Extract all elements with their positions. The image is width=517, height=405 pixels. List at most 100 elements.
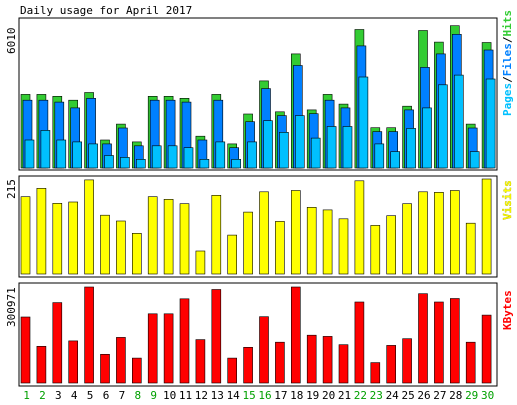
- kbytes-bar: [338, 344, 349, 384]
- day-label: 17: [274, 389, 287, 402]
- day-label: 9: [150, 389, 157, 402]
- pages-bar: [247, 141, 257, 169]
- visits-bar: [370, 225, 381, 275]
- day-label: 3: [55, 389, 62, 402]
- kbytes-bar: [147, 313, 158, 384]
- pages-bar: [406, 128, 416, 169]
- day-label: 6: [103, 389, 110, 402]
- visits-bar: [386, 215, 397, 275]
- visits-bar: [418, 191, 428, 275]
- pages-bar: [40, 130, 51, 169]
- hits-panel-legend: Pages/Files/Hits: [501, 10, 514, 116]
- day-label: 11: [179, 389, 192, 402]
- kbytes-bar: [195, 339, 206, 384]
- kbytes-bar: [20, 316, 31, 384]
- pages-bar: [215, 141, 226, 169]
- pages-bar: [279, 132, 289, 169]
- visits-bar: [211, 195, 222, 275]
- kbytes-bar: [163, 313, 174, 384]
- pages-bar: [199, 159, 210, 169]
- day-label: 28: [449, 389, 462, 402]
- day-labels: 1 2 3 4 5 6 7 8 9 10 11 12 13 14 15 16 17 18 19 20 21 22 23 24 2…: [23, 389, 494, 402]
- day-label: 7: [119, 389, 126, 402]
- pages-bar: [56, 139, 67, 169]
- kbytes-bar: [227, 357, 237, 384]
- visits-bar: [195, 250, 206, 275]
- kbytes-bar: [434, 301, 444, 384]
- kbytes-panel-ymax-label: 300971: [5, 287, 18, 327]
- visits-bar: [338, 218, 349, 275]
- visits-bar: [116, 220, 126, 275]
- visits-bar: [20, 196, 31, 275]
- day-label: 16: [258, 389, 271, 402]
- pages-bar: [183, 147, 194, 169]
- day-label: 13: [211, 389, 224, 402]
- day-label: 19: [306, 389, 319, 402]
- visits-bar: [259, 191, 269, 275]
- kbytes-bar: [386, 345, 397, 384]
- pages-bar: [263, 120, 273, 169]
- pages-bar: [104, 155, 114, 169]
- kbytes-bar: [36, 345, 47, 384]
- kbytes-bar: [68, 340, 78, 384]
- kbytes-bar: [100, 353, 110, 384]
- visits-bars: [20, 178, 492, 275]
- pages-bar: [24, 139, 35, 169]
- day-label: 27: [433, 389, 446, 402]
- pages-bar: [120, 157, 130, 169]
- kbytes-bar: [116, 337, 126, 384]
- day-label: 29: [465, 389, 478, 402]
- visits-bar: [179, 203, 190, 275]
- hits-files-pages-panel: [18, 17, 498, 171]
- visits-bar: [68, 201, 78, 275]
- kbytes-bar: [290, 286, 301, 384]
- visits-bar: [227, 234, 237, 275]
- visits-bar: [132, 233, 142, 275]
- visits-bar: [52, 203, 63, 275]
- day-label: 8: [134, 389, 141, 402]
- kbytes-bar: [322, 336, 333, 384]
- kbytes-bar: [52, 302, 63, 384]
- visits-bar: [100, 214, 110, 275]
- visits-bar: [36, 188, 47, 275]
- visits-bar: [275, 221, 285, 275]
- day-label: 30: [481, 389, 494, 402]
- day-label: 24: [386, 389, 400, 402]
- legend-visits: Visits: [501, 180, 514, 220]
- visits-panel: [18, 175, 498, 278]
- kbytes-bar: [306, 334, 317, 384]
- day-label: 25: [401, 389, 414, 402]
- pages-bar: [422, 107, 432, 169]
- day-label: 1: [23, 389, 30, 402]
- kbytes-bar: [211, 289, 222, 384]
- day-label: 20: [322, 389, 335, 402]
- visits-bar: [449, 190, 460, 275]
- day-label: 12: [195, 389, 208, 402]
- visits-bar: [290, 190, 301, 275]
- pages-bar: [342, 126, 353, 169]
- legend-hits: Hits: [501, 10, 514, 37]
- pages-bar: [151, 145, 162, 169]
- kbytes-bar: [370, 362, 381, 384]
- kbytes-bar: [481, 314, 492, 384]
- visits-bar: [243, 211, 253, 275]
- legend-separator: /: [501, 76, 514, 83]
- day-label: 18: [290, 389, 303, 402]
- visits-bar: [147, 196, 158, 275]
- kbytes-bars: [20, 286, 492, 384]
- day-label: 15: [242, 389, 255, 402]
- kbytes-bar: [132, 357, 142, 384]
- kbytes-bar: [465, 341, 476, 384]
- day-label: 10: [163, 389, 176, 402]
- pages-bar: [438, 84, 448, 169]
- pages-bar: [485, 78, 496, 169]
- pages-bar: [390, 151, 401, 169]
- kbytes-bar: [449, 298, 460, 384]
- pages-bar: [294, 115, 305, 169]
- kbytes-bar: [179, 298, 190, 384]
- kbytes-bar: [259, 316, 269, 384]
- kbytes-bar: [84, 286, 94, 384]
- day-label: 2: [39, 389, 46, 402]
- pages-bar: [136, 159, 146, 169]
